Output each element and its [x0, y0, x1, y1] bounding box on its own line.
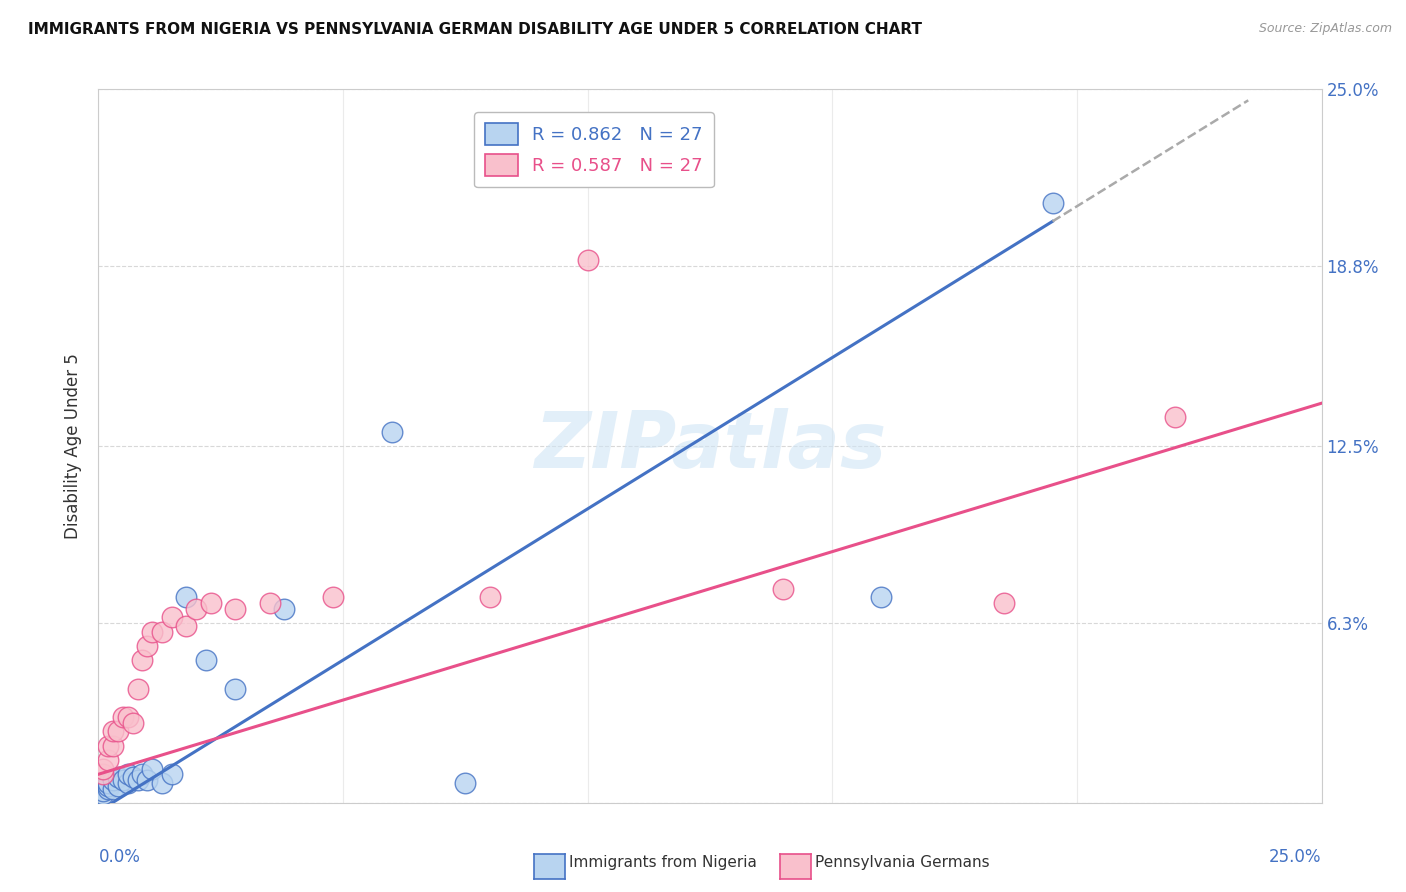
- Point: [1042, 196, 1064, 211]
- Point: [576, 253, 599, 268]
- Point: [141, 624, 163, 639]
- Point: [454, 776, 477, 790]
- Text: 0.0%: 0.0%: [98, 848, 141, 866]
- Text: Source: ZipAtlas.com: Source: ZipAtlas.com: [1258, 22, 1392, 36]
- Point: [176, 619, 198, 633]
- Point: [200, 596, 222, 610]
- Point: [772, 582, 794, 596]
- Point: [91, 762, 114, 776]
- Point: [136, 639, 159, 653]
- Point: [97, 776, 120, 790]
- Point: [101, 739, 124, 753]
- Point: [107, 779, 129, 793]
- Point: [117, 710, 139, 724]
- Point: [870, 591, 893, 605]
- Point: [478, 591, 501, 605]
- Point: [121, 715, 143, 730]
- Point: [186, 601, 208, 615]
- Point: [176, 591, 198, 605]
- Point: [91, 787, 114, 801]
- Point: [97, 781, 120, 796]
- Text: Pennsylvania Germans: Pennsylvania Germans: [815, 855, 990, 870]
- Point: [224, 601, 246, 615]
- Point: [141, 762, 163, 776]
- Point: [111, 710, 134, 724]
- Point: [101, 724, 124, 739]
- Point: [381, 425, 404, 439]
- Point: [259, 596, 281, 610]
- Point: [136, 772, 159, 787]
- Point: [91, 767, 114, 781]
- Point: [117, 776, 139, 790]
- Point: [160, 610, 183, 624]
- Text: Immigrants from Nigeria: Immigrants from Nigeria: [569, 855, 758, 870]
- Point: [101, 781, 124, 796]
- Point: [993, 596, 1015, 610]
- Point: [273, 601, 295, 615]
- Point: [160, 767, 183, 781]
- Point: [107, 770, 129, 784]
- Point: [131, 653, 153, 667]
- Point: [97, 779, 120, 793]
- Point: [127, 681, 149, 696]
- Point: [322, 591, 344, 605]
- Point: [150, 624, 173, 639]
- Point: [97, 753, 120, 767]
- Point: [107, 724, 129, 739]
- Point: [97, 739, 120, 753]
- Point: [131, 767, 153, 781]
- Text: 25.0%: 25.0%: [1270, 848, 1322, 866]
- Point: [121, 770, 143, 784]
- Point: [195, 653, 218, 667]
- Text: IMMIGRANTS FROM NIGERIA VS PENNSYLVANIA GERMAN DISABILITY AGE UNDER 5 CORRELATIO: IMMIGRANTS FROM NIGERIA VS PENNSYLVANIA …: [28, 22, 922, 37]
- Point: [224, 681, 246, 696]
- Point: [101, 772, 124, 787]
- Point: [91, 784, 114, 798]
- Point: [1164, 410, 1187, 425]
- Legend: R = 0.862   N = 27, R = 0.587   N = 27: R = 0.862 N = 27, R = 0.587 N = 27: [474, 112, 714, 187]
- Point: [127, 772, 149, 787]
- Y-axis label: Disability Age Under 5: Disability Age Under 5: [65, 353, 83, 539]
- Point: [117, 767, 139, 781]
- Point: [111, 772, 134, 787]
- Point: [150, 776, 173, 790]
- Text: ZIPatlas: ZIPatlas: [534, 408, 886, 484]
